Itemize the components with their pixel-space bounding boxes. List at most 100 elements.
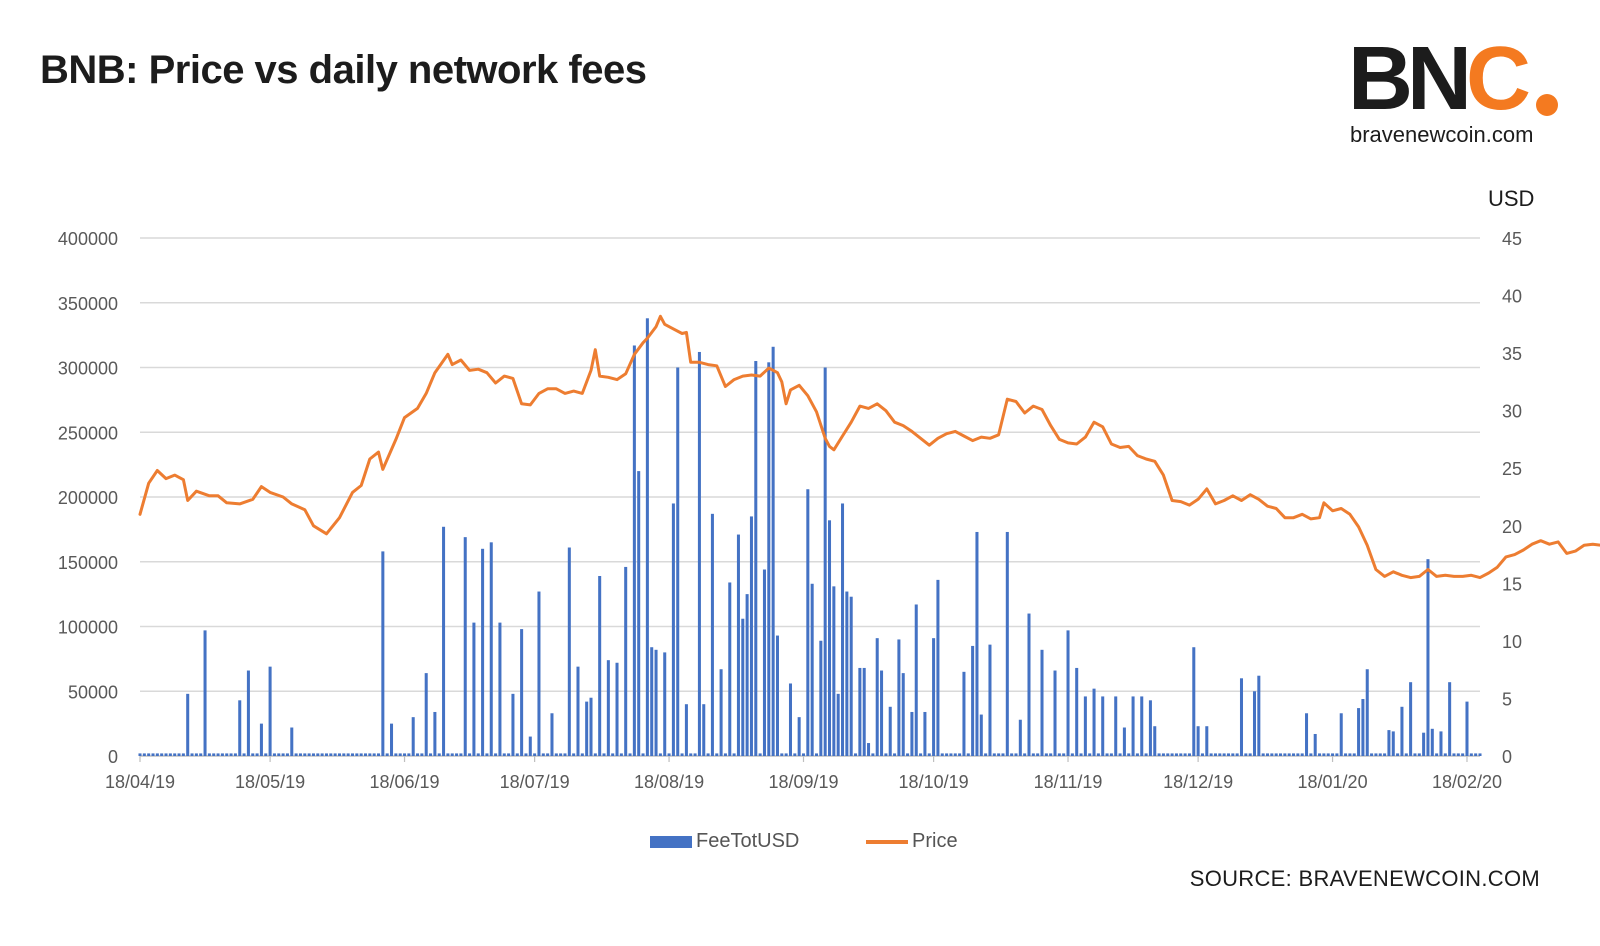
x-axis-tick-label: 18/02/20 [1432,772,1502,792]
fee-bar [329,753,333,756]
left-axis-tick-label: 300000 [58,359,118,379]
fee-bar [1105,753,1109,756]
fee-bar [641,753,645,756]
fee-bar [520,629,524,756]
fee-bar [589,697,593,756]
fee-bar [1192,647,1196,756]
fee-bar [147,753,151,756]
fee-bar [1213,753,1217,756]
fee-bar [880,670,884,756]
fee-bar [1456,753,1460,756]
fee-bar [806,489,810,756]
x-axis-tick-label: 18/08/19 [634,772,704,792]
fee-bar [281,753,285,756]
fee-bar [1088,753,1092,756]
fee-bar [1257,675,1261,756]
fee-bar [485,753,489,756]
fee-bar [424,673,428,756]
fee-bar [1157,753,1161,756]
logo-url: bravenewcoin.com [1350,122,1534,147]
x-axis-tick-label: 18/10/19 [899,772,969,792]
fee-bar [559,753,563,756]
fee-bar [385,753,389,756]
fee-bar [259,723,263,756]
fee-bar [1339,713,1343,756]
fee-bar [1365,669,1369,756]
fee-bar [984,753,988,756]
fee-bar [251,753,255,756]
fee-bar [745,594,749,756]
fee-bar [1140,696,1144,756]
fee-bar [1148,700,1152,756]
fee-bar [979,714,983,756]
fee-bar [814,753,819,756]
fee-bar [216,753,220,756]
fee-bar [1109,753,1113,756]
fee-bar [1036,753,1040,756]
legend-swatch-fees [650,835,692,848]
fee-bar [697,351,701,756]
fee-bar [1396,753,1400,756]
fee-bar [615,662,619,756]
fee-bar [1335,753,1339,756]
fee-bar [1352,753,1356,756]
fee-bar [563,753,567,756]
fee-bar [667,753,671,756]
fee-bar [932,638,936,756]
fee-bar [1010,753,1014,756]
fee-bar [1383,753,1387,756]
fee-bar [1252,691,1257,756]
fee-bar [203,630,207,756]
fee-bar [242,753,246,756]
fee-bar [676,367,680,756]
fee-bar [1331,753,1335,756]
fee-bar [476,753,480,756]
fee-bar [1265,753,1270,756]
fee-bar [307,753,311,756]
fee-bar [966,753,970,756]
fee-bar [498,622,502,756]
fee-bar [1092,688,1096,756]
fee-bar [1261,753,1265,756]
fee-bar [1083,696,1087,756]
legend-label-price: Price [912,830,958,852]
fee-bar [1348,753,1352,756]
fee-bar [910,711,914,756]
fee-bar [741,618,745,756]
fee-bar [602,753,606,756]
fee-bar [346,753,350,756]
fee-bar [884,753,888,756]
fee-bar [732,753,736,756]
fee-bar [1070,753,1074,756]
fee-bar [793,753,797,756]
fee-bar [1469,753,1473,756]
fee-bar [1005,531,1009,756]
fee-bar [1296,753,1300,756]
fee-bar [333,753,337,756]
fee-bar [1313,733,1317,756]
fee-bar [528,736,532,756]
fee-bar [524,753,528,756]
fee-bar [715,753,719,756]
fee-bar [355,753,359,756]
fee-bar [580,753,584,756]
fee-bar [1200,753,1204,756]
fee-bar [446,753,450,756]
fee-bar [1274,753,1278,756]
fee-bar [1231,753,1235,756]
fee-bar [1426,559,1430,756]
fee-bar [749,516,753,756]
fee-bar [207,753,211,756]
fee-bar [585,701,589,756]
chart-legend: FeeTotUSD Price [0,830,1600,860]
fee-bar [1135,753,1139,756]
fee-bar [368,753,372,756]
fee-bar [832,586,836,756]
fee-bar [450,753,454,756]
right-axis-tick-label: 25 [1502,459,1522,479]
fee-bar [1209,753,1213,756]
fee-bar [1409,682,1413,756]
fee-bar [1179,753,1183,756]
price-line [138,314,1600,580]
fee-bar [1422,732,1426,756]
